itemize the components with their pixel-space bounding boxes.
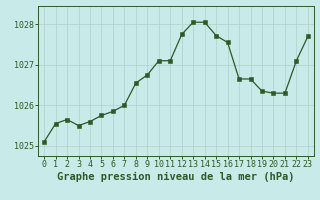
X-axis label: Graphe pression niveau de la mer (hPa): Graphe pression niveau de la mer (hPa) <box>57 172 295 182</box>
